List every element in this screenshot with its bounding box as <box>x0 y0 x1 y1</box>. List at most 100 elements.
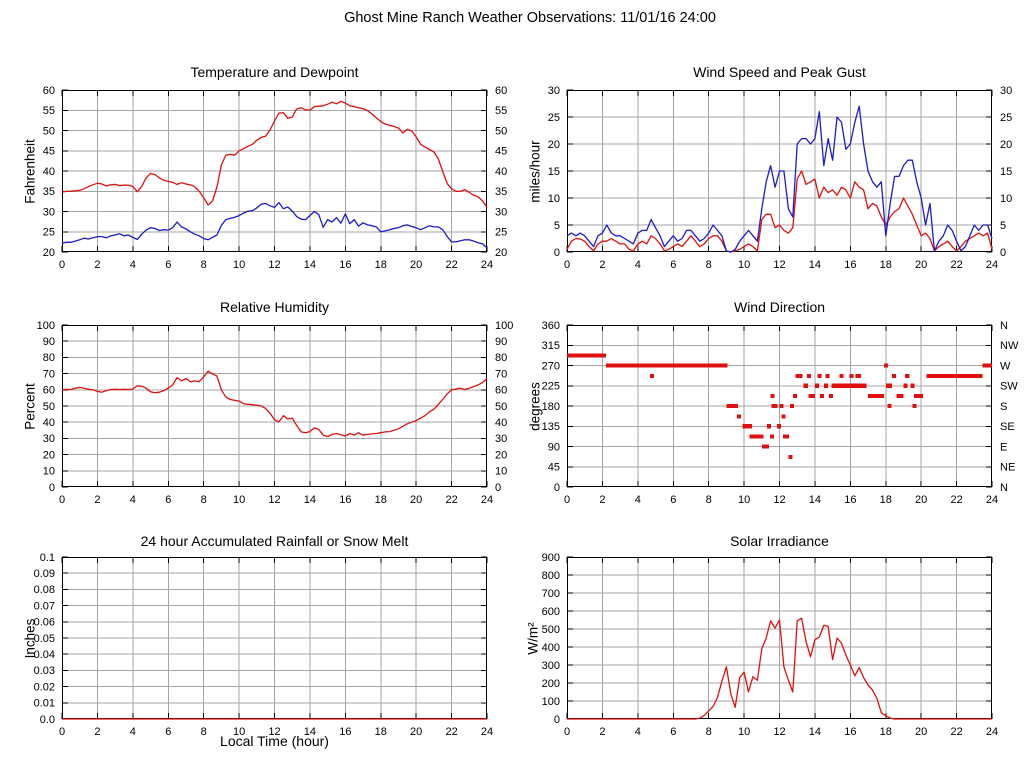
x-tick-label: 10 <box>233 726 245 738</box>
y-tick-label: 35 <box>43 186 55 198</box>
right-tick-label: 40 <box>495 417 507 429</box>
y-tick-label: 500 <box>542 624 560 636</box>
x-tick-label: 12 <box>268 494 280 506</box>
x-tick-label: 8 <box>706 726 712 738</box>
tick-marks <box>61 556 488 720</box>
y-tick-label: 200 <box>542 678 560 690</box>
x-tick-label: 18 <box>375 494 387 506</box>
y-tick-label: 700 <box>542 588 560 600</box>
x-tick-label: 4 <box>635 726 641 738</box>
y-tick-label: 0.07 <box>34 600 55 612</box>
x-tick-label: 2 <box>94 259 100 271</box>
y-tick-label: 0.1 <box>40 552 55 564</box>
y-tick-label: 0.04 <box>34 649 55 661</box>
x-tick-label: 6 <box>670 259 676 271</box>
y-tick-label: 10 <box>548 193 560 205</box>
x-tick-label: 16 <box>339 494 351 506</box>
y-tick-label: 0 <box>554 714 560 726</box>
y-tick-label: 20 <box>548 139 560 151</box>
x-tick-label: 12 <box>773 726 785 738</box>
y-tick-label: 0 <box>554 247 560 259</box>
right-tick-label: 40 <box>495 166 507 178</box>
x-tick-label: 24 <box>481 259 493 271</box>
x-tick-label: 18 <box>375 259 387 271</box>
x-tick-label: 24 <box>481 494 493 506</box>
x-tick-label: 8 <box>201 494 207 506</box>
grid-lines <box>62 557 487 719</box>
series-solar-irradiance <box>567 617 992 720</box>
right-tick-label: 80 <box>495 352 507 364</box>
x-tick-label: 16 <box>339 726 351 738</box>
series-relative-humidity <box>61 370 488 438</box>
x-tick-label: 24 <box>986 726 998 738</box>
y-tick-label: 25 <box>548 112 560 124</box>
y-tick-label: 10 <box>43 466 55 478</box>
y-tick-label: 0.01 <box>34 698 55 710</box>
x-tick-label: 6 <box>670 726 676 738</box>
y-tick-label: 60 <box>43 85 55 97</box>
right-tick-label: 10 <box>495 466 507 478</box>
y-tick-label: 90 <box>548 441 560 453</box>
x-tick-label: 14 <box>809 494 821 506</box>
x-tick-label: 24 <box>986 259 998 271</box>
right-tick-label: 30 <box>495 206 507 218</box>
x-tick-label: 20 <box>410 259 422 271</box>
right-tick-label: 25 <box>495 227 507 239</box>
chart-title-relative-humidity: Relative Humidity <box>220 299 329 315</box>
y-tick-label: 40 <box>43 166 55 178</box>
x-tick-label: 12 <box>268 726 280 738</box>
x-tick-label: 24 <box>986 494 998 506</box>
x-tick-label: 0 <box>59 494 65 506</box>
y-tick-label: 0.03 <box>34 665 55 677</box>
y-tick-label: 25 <box>43 227 55 239</box>
x-tick-label: 16 <box>844 726 856 738</box>
x-tick-label: 6 <box>165 726 171 738</box>
x-tick-label: 2 <box>94 726 100 738</box>
y-tick-label: 0.08 <box>34 584 55 596</box>
compass-label: E <box>1000 441 1007 453</box>
right-tick-label: 0 <box>1000 247 1006 259</box>
compass-label: N <box>1000 320 1008 332</box>
y-tick-label: 60 <box>43 385 55 397</box>
y-tick-label: 30 <box>43 433 55 445</box>
y-tick-label: 30 <box>43 206 55 218</box>
y-tick-label: 0 <box>49 482 55 494</box>
y-tick-label: 80 <box>43 352 55 364</box>
right-tick-label: 20 <box>495 449 507 461</box>
tick-marks <box>566 89 993 253</box>
y-tick-label: 0.05 <box>34 633 55 645</box>
y-tick-label: 0.0 <box>40 714 55 726</box>
y-tick-label: 45 <box>43 146 55 158</box>
tick-marks <box>61 89 488 253</box>
x-tick-label: 16 <box>339 259 351 271</box>
right-tick-label: 30 <box>495 433 507 445</box>
compass-label: NW <box>1000 340 1019 352</box>
compass-label: SW <box>1000 381 1018 393</box>
x-tick-label: 18 <box>880 259 892 271</box>
compass-label: S <box>1000 401 1007 413</box>
y-tick-label: 100 <box>542 696 560 708</box>
y-tick-label: 270 <box>542 360 560 372</box>
y-tick-label: 0.09 <box>34 568 55 580</box>
right-tick-label: 70 <box>495 368 507 380</box>
y-tick-label: 5 <box>554 220 560 232</box>
x-tick-label: 22 <box>445 726 457 738</box>
x-tick-label: 14 <box>809 726 821 738</box>
x-tick-label: 2 <box>94 494 100 506</box>
x-tick-label: 0 <box>59 259 65 271</box>
x-tick-label: 6 <box>165 494 171 506</box>
chart-title-rainfall: 24 hour Accumulated Rainfall or Snow Mel… <box>140 533 409 549</box>
x-tick-label: 14 <box>809 259 821 271</box>
x-tick-label: 12 <box>773 494 785 506</box>
x-tick-label: 0 <box>564 494 570 506</box>
x-tick-label: 12 <box>773 259 785 271</box>
x-tick-label: 24 <box>481 726 493 738</box>
y-tick-label: 45 <box>548 462 560 474</box>
right-tick-label: 60 <box>495 85 507 97</box>
y-tick-label: 90 <box>43 336 55 348</box>
series-temperature <box>61 100 488 208</box>
y-tick-label: 300 <box>542 660 560 672</box>
x-tick-label: 10 <box>233 494 245 506</box>
